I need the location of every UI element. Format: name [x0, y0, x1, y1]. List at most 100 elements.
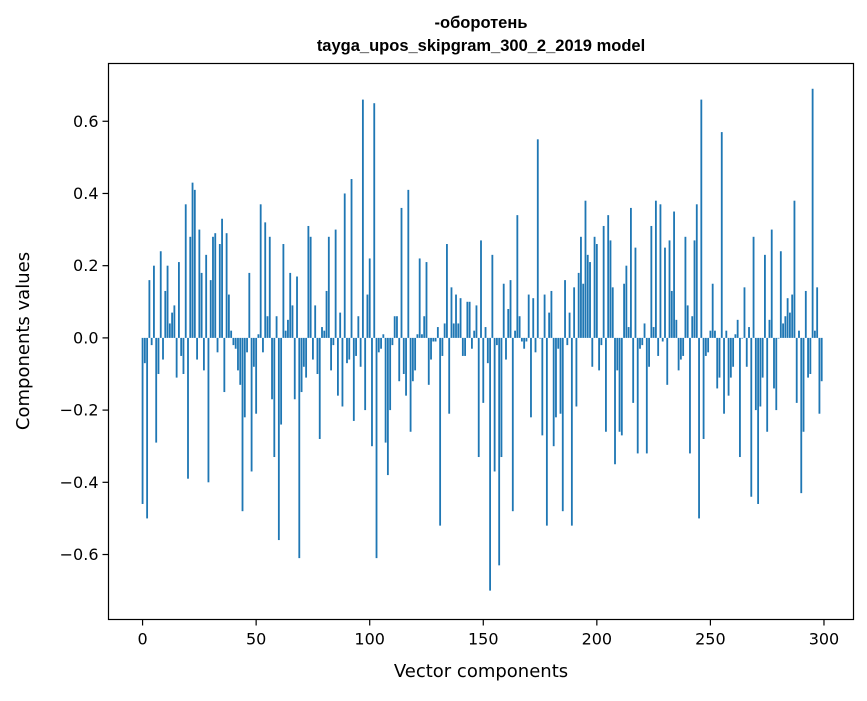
bar: [718, 337, 721, 378]
bar: [164, 290, 167, 338]
bar: [264, 222, 267, 338]
bar: [262, 337, 264, 353]
bar: [357, 316, 360, 338]
bar: [282, 244, 285, 338]
bar: [389, 337, 392, 411]
bar: [788, 312, 791, 338]
bar: [407, 189, 410, 338]
bar: [670, 290, 673, 338]
bar: [804, 290, 807, 338]
bar: [302, 337, 305, 367]
bar: [225, 233, 228, 338]
bar: [691, 316, 694, 338]
bar: [757, 337, 760, 504]
bar: [720, 132, 723, 338]
bar: [589, 262, 591, 338]
bar: [184, 204, 187, 338]
bar: [557, 337, 560, 349]
bar: [441, 337, 444, 356]
bar: [352, 337, 355, 421]
bars-group: [141, 88, 823, 591]
bar: [246, 337, 248, 353]
bar: [361, 99, 364, 338]
bar: [741, 337, 744, 339]
x-tick-label: 100: [354, 630, 385, 649]
bar: [518, 316, 521, 338]
bar: [296, 276, 298, 338]
bar: [291, 305, 294, 338]
bar: [627, 327, 630, 338]
bar: [221, 218, 223, 338]
bar: [598, 337, 601, 371]
x-axis-label: Vector components: [394, 661, 568, 682]
bar: [648, 337, 650, 367]
y-tick-label: −0.2: [60, 401, 99, 420]
bar: [727, 337, 730, 396]
bar: [196, 337, 198, 360]
bar: [237, 337, 239, 371]
bar: [591, 337, 594, 367]
bar: [818, 337, 821, 414]
bar: [482, 337, 485, 403]
bar: [405, 337, 407, 396]
bar: [423, 316, 426, 338]
bar: [323, 330, 326, 338]
bar: [268, 236, 271, 338]
bar: [443, 323, 446, 338]
bar: [477, 337, 480, 458]
bar: [516, 215, 519, 338]
bar: [446, 244, 448, 338]
y-tick-label: 0.2: [73, 256, 98, 275]
bar: [652, 327, 655, 338]
bar: [609, 240, 612, 338]
bar: [614, 337, 616, 465]
bar: [550, 290, 553, 338]
bar: [418, 258, 421, 338]
bar: [146, 337, 149, 519]
bar: [391, 337, 394, 346]
bar: [773, 337, 775, 389]
bar: [693, 240, 696, 338]
bar: [168, 323, 171, 338]
bar: [343, 193, 346, 338]
x-axis-ticks: 0 50 100 150 200 250 300: [137, 619, 839, 649]
bar: [807, 337, 809, 378]
bar: [473, 330, 476, 338]
bar: [411, 337, 414, 382]
bar: [507, 309, 510, 338]
bar: [143, 337, 146, 364]
bar: [182, 337, 185, 374]
bar: [595, 244, 598, 338]
bar: [223, 337, 226, 393]
bar: [216, 337, 219, 353]
bar: [305, 337, 308, 378]
bar: [180, 337, 183, 356]
bar: [714, 330, 716, 338]
bar: [173, 305, 176, 338]
bar: [784, 316, 787, 338]
bar: [193, 189, 196, 338]
bar: [280, 337, 283, 425]
bar: [704, 337, 707, 356]
bar: [625, 265, 628, 338]
bar: [564, 280, 566, 338]
bar: [775, 337, 778, 411]
bar: [484, 327, 487, 338]
chart-subtitle: tayga_upos_skipgram_300_2_2019 model: [317, 37, 645, 55]
bar: [287, 319, 289, 338]
bar: [593, 236, 596, 338]
bar: [341, 337, 344, 407]
bar: [300, 337, 303, 393]
bar: [337, 337, 339, 396]
x-tick-label: 0: [137, 630, 147, 649]
bar: [327, 236, 330, 338]
bar: [434, 337, 437, 342]
bar: [155, 337, 158, 443]
bar: [686, 305, 689, 338]
bar: [334, 229, 337, 338]
bar: [750, 337, 753, 497]
bar: [159, 251, 162, 338]
bar: [759, 337, 762, 407]
bar: [568, 312, 571, 338]
bar: [736, 319, 739, 338]
